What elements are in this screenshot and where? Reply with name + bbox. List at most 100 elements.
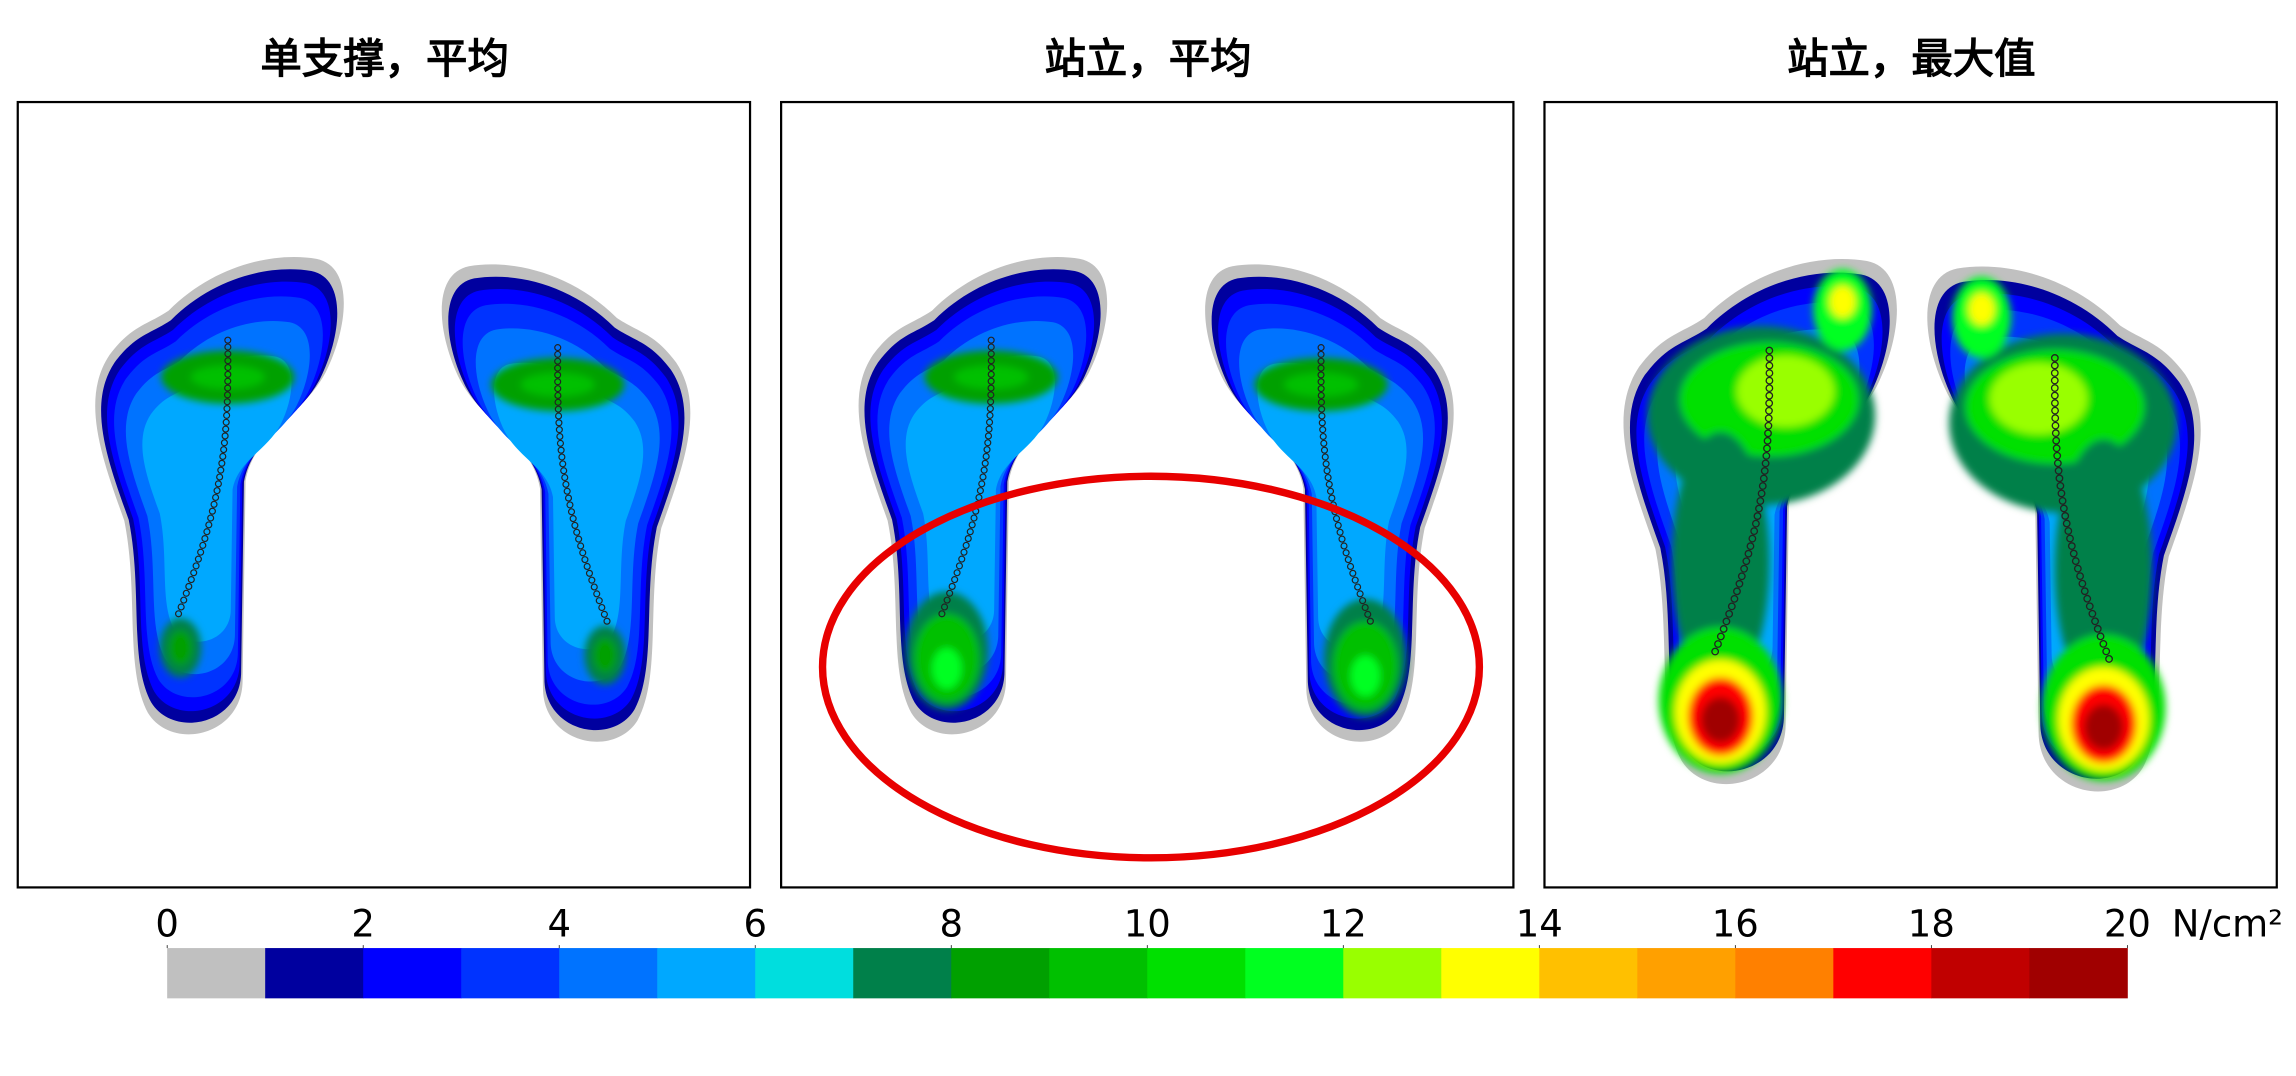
cop-point (216, 473, 224, 481)
cop-point (177, 603, 185, 611)
cop-point (214, 480, 222, 488)
cop-point (987, 357, 995, 365)
cop-point (976, 487, 984, 495)
cop-point (192, 562, 200, 570)
cop-point (2069, 549, 2078, 558)
cop-point (224, 384, 232, 392)
cop-point (207, 514, 215, 522)
cop-point (962, 541, 970, 549)
cop-point (1317, 350, 1325, 358)
colorbar-bin (1049, 948, 1148, 999)
cop-point (1317, 391, 1325, 400)
cop-point (566, 501, 574, 509)
cop-point (557, 446, 565, 454)
colorbar-bin (461, 948, 560, 999)
cop-point (984, 439, 992, 447)
cop-point (1760, 467, 1769, 475)
cop-point (1765, 354, 1774, 362)
cop-point (1317, 357, 1325, 365)
cop-point (575, 535, 583, 543)
panel-title: 站立，最大值 (1787, 35, 2035, 83)
cop-point (1711, 647, 1720, 656)
cop-point (2050, 376, 2059, 385)
cop-point (2051, 406, 2059, 415)
cop-point (2083, 594, 2092, 603)
cop-point (194, 555, 202, 563)
colorbar-tick-label: 0 (155, 902, 179, 945)
cop-point (2055, 474, 2064, 483)
cop-point (1722, 617, 1731, 626)
cop-point (222, 418, 230, 426)
cop-point (1344, 556, 1352, 564)
forefoot (1989, 362, 2088, 435)
colorbar-bin (1441, 948, 1540, 999)
cop-point (223, 391, 232, 399)
cop-trace (2050, 354, 2113, 663)
cop-point (1340, 542, 1348, 550)
pressure-blobs (1949, 276, 2177, 781)
panels: 单支撑，平均 站立，平均 站立，最大值 (16, 35, 2278, 889)
cop-point (583, 562, 591, 571)
cop-point (208, 507, 216, 515)
colorbar-unit: N/cm² (2172, 902, 2283, 945)
cop-point (1757, 489, 1766, 498)
colorbar-tick-label: 6 (743, 902, 767, 945)
cop-point (1361, 603, 1369, 612)
cop-point (1317, 364, 1325, 372)
cop-point (1336, 528, 1344, 536)
colorbar-tick-label: 16 (1712, 902, 1759, 945)
heel (168, 630, 193, 666)
cop-point (556, 432, 564, 441)
cop-point (175, 610, 183, 618)
cop-point (581, 556, 589, 564)
cop-point (1356, 590, 1364, 598)
cop-point (2052, 444, 2061, 453)
cop-point (1719, 625, 1728, 633)
cop-point (966, 528, 974, 536)
toe (1829, 285, 1856, 318)
cop-point (951, 576, 959, 584)
cop-point (968, 521, 976, 529)
cop-point (1759, 474, 1768, 483)
cop-point (987, 363, 995, 372)
cop-point (554, 371, 562, 379)
cop-point (985, 425, 993, 433)
cop-point (1762, 451, 1771, 460)
cop-point (224, 377, 232, 385)
cop-point (203, 528, 211, 536)
cop-point (1765, 361, 1774, 370)
cop-point (986, 418, 994, 426)
cop-point (2058, 496, 2067, 505)
cop-point (1750, 527, 1759, 536)
cop-point (554, 391, 562, 400)
cop-point (987, 350, 995, 358)
panel-title: 站立，平均 (1044, 35, 1251, 83)
cop-point (1317, 398, 1325, 406)
cop-point (571, 521, 579, 529)
cop-point (955, 562, 963, 570)
cop-point (224, 370, 232, 378)
colorbar-bin (2029, 948, 2128, 999)
cop-point (560, 467, 568, 475)
cop-point (554, 350, 562, 358)
cop-trace (554, 344, 611, 625)
cop-point (964, 535, 972, 543)
colorbar-tick-label: 18 (1908, 902, 1955, 945)
cop-point (224, 357, 232, 365)
cop-point (1714, 640, 1722, 648)
cop-point (987, 343, 995, 351)
colorbar-tick-label: 12 (1320, 902, 1367, 945)
cop-point (1733, 587, 1741, 596)
cop-point (1764, 414, 1773, 423)
foot (1927, 266, 2201, 792)
cop-point (1756, 497, 1765, 505)
cop-point (2050, 391, 2059, 400)
cop-point (1744, 549, 1753, 558)
cop-point (554, 344, 562, 352)
heel (593, 637, 617, 673)
toe (1968, 292, 1995, 326)
cop-point (946, 589, 954, 597)
cop-point (577, 542, 585, 550)
cop-point (1727, 602, 1736, 611)
cop-point (2064, 527, 2073, 535)
